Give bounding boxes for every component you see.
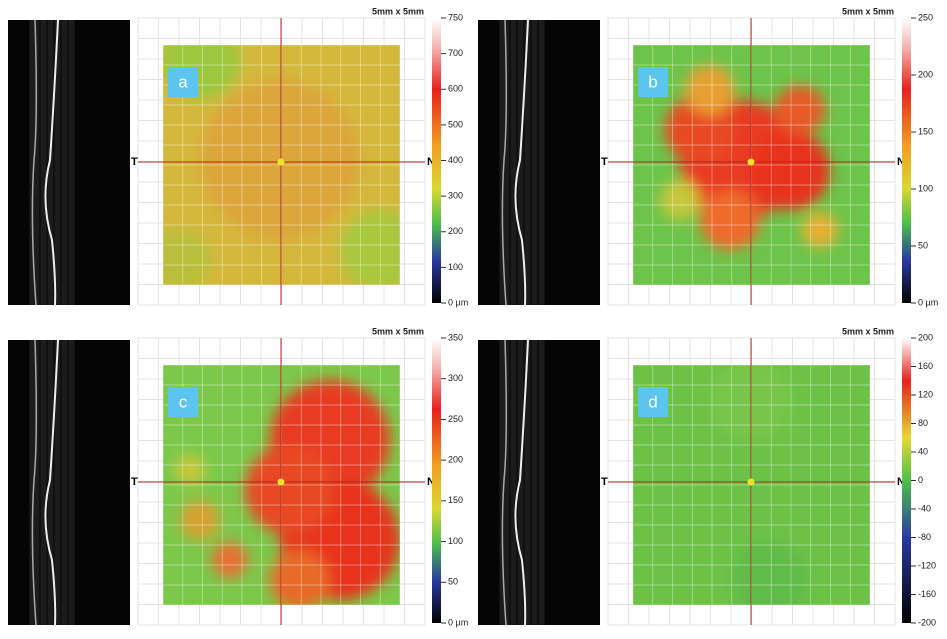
heat-blob <box>163 230 210 285</box>
colorbar-label: 350 <box>448 332 463 342</box>
colorbar-label: 300 <box>448 373 463 383</box>
bscan-layer <box>44 339 59 626</box>
panel-label: b <box>648 72 657 91</box>
heat-blob <box>175 455 205 485</box>
colorbar-label: 80 <box>918 418 928 428</box>
heat-blobs <box>175 380 400 605</box>
heat-blob <box>750 130 830 210</box>
fovea-dot <box>277 478 285 486</box>
heat-blob <box>270 550 330 605</box>
nasal-label: N <box>897 156 905 168</box>
colorbar <box>902 338 911 623</box>
bscan-layer <box>501 339 508 626</box>
panel-label: a <box>178 72 188 91</box>
colorbar-label: 100 <box>448 536 463 546</box>
fovea-dot <box>277 158 285 166</box>
colorbar-label: 120 <box>918 389 933 399</box>
colorbar-label: 200 <box>918 332 933 342</box>
colorbar-label: -40 <box>918 503 931 513</box>
temporal-label: T <box>131 476 138 488</box>
colorbar-label: -120 <box>918 560 936 570</box>
scale-text: 5mm x 5mm <box>372 6 424 16</box>
scale-text: 5mm x 5mm <box>372 326 424 336</box>
heat-blob <box>685 65 735 115</box>
temporal-label: T <box>601 156 608 168</box>
scale-text: 5mm x 5mm <box>842 6 894 16</box>
colorbar <box>902 18 911 303</box>
heatmap <box>163 45 400 285</box>
colorbar-label: 150 <box>918 126 933 136</box>
colorbar-label: 600 <box>448 84 463 94</box>
bscan-layer <box>501 19 508 306</box>
bscan-layer <box>514 339 529 626</box>
colorbar-label: 300 <box>448 191 463 201</box>
panel-label-box <box>638 67 668 97</box>
colorbar-label: 400 <box>448 155 463 165</box>
panel-label-box <box>168 67 198 97</box>
colorbar-label: 50 <box>448 577 458 587</box>
colorbar-label: 200 <box>918 69 933 79</box>
colorbar-label: 200 <box>448 455 463 465</box>
panel: T Na 5mm x 5mm 750 700 600 500 400 300 200 100 0 µm <box>8 6 468 307</box>
colorbar-label: 200 <box>448 226 463 236</box>
bscan-layer <box>31 19 38 306</box>
colorbar <box>432 338 441 623</box>
heat-blob <box>710 365 790 440</box>
heat-blob <box>775 85 825 135</box>
fovea-dot <box>747 478 755 486</box>
colorbar-label: 40 <box>918 446 928 456</box>
fovea-dot <box>747 158 755 166</box>
nasal-label: N <box>427 156 435 168</box>
colorbar-label: 100 <box>918 183 933 193</box>
bscan-layer <box>514 19 529 306</box>
colorbar-label: -200 <box>918 617 936 627</box>
colorbar-label: 0 µm <box>918 297 938 307</box>
temporal-label: T <box>601 476 608 488</box>
heat-blob <box>660 180 700 220</box>
colorbar-label: -160 <box>918 589 936 599</box>
heat-blob <box>180 500 220 540</box>
heat-blob <box>802 212 838 248</box>
colorbar-label: 100 <box>448 262 463 272</box>
heat-blob <box>245 445 335 535</box>
colorbar-label: 750 <box>448 12 463 22</box>
panel: T Nc 5mm x 5mm 350 300 250 200 150 100 50 0 µm <box>8 326 468 627</box>
panel-label: c <box>179 392 188 411</box>
colorbar-label: -80 <box>918 532 931 542</box>
panel-label-box <box>168 387 198 417</box>
colorbar-label: 250 <box>448 414 463 424</box>
heat-blobs <box>710 365 810 605</box>
scale-text: 5mm x 5mm <box>842 326 894 336</box>
heat-blob <box>730 540 810 605</box>
temporal-label: T <box>131 156 138 168</box>
colorbar-label: 150 <box>448 495 463 505</box>
colorbar-label: 500 <box>448 119 463 129</box>
panel-label-box <box>638 387 668 417</box>
colorbar-label: 0 µm <box>448 617 468 627</box>
bscan-layer <box>44 19 59 306</box>
colorbar-label: 160 <box>918 361 933 371</box>
panel-label: d <box>648 392 657 411</box>
heat-blob <box>340 210 400 285</box>
heat-blob <box>212 542 248 578</box>
nasal-label: N <box>897 476 905 488</box>
colorbar <box>432 18 441 303</box>
panel: T Nb 5mm x 5mm 250 200 150 100 50 0 µm <box>478 6 938 307</box>
nasal-label: N <box>427 476 435 488</box>
colorbar-label: 700 <box>448 48 463 58</box>
colorbar-label: 250 <box>918 12 933 22</box>
bscan-layer <box>31 339 38 626</box>
colorbar-label: 0 <box>918 475 923 485</box>
colorbar-label: 0 µm <box>448 297 468 307</box>
panel: T Nd 5mm x 5mm 200 160 120 80 40 0 -40 -80 -120 -160… <box>478 326 936 627</box>
colorbar-label: 50 <box>918 240 928 250</box>
